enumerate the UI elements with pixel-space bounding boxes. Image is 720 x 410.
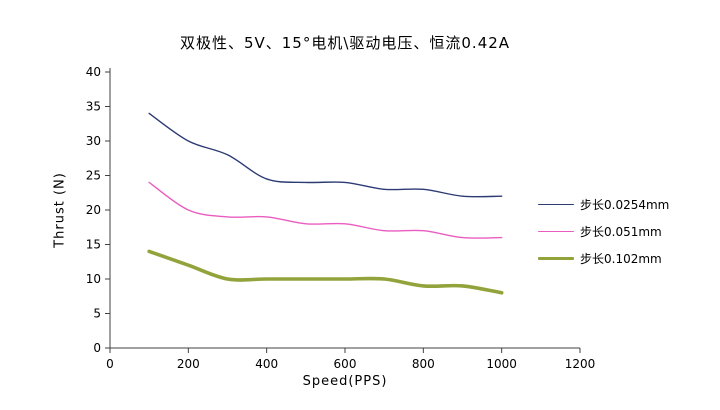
legend-label: 步长0.102mm bbox=[580, 252, 662, 266]
y-tick-label: 30 bbox=[86, 134, 101, 148]
x-tick-label: 800 bbox=[412, 357, 435, 371]
series-line-2 bbox=[147, 249, 504, 295]
x-axis-title: Speed(PPS) bbox=[302, 374, 388, 389]
legend-item-2: 步长0.102mm bbox=[538, 250, 669, 267]
y-tick-label: 0 bbox=[93, 341, 101, 355]
y-tick-label: 10 bbox=[86, 272, 101, 286]
legend-item-0: 步长0.0254mm bbox=[538, 196, 669, 213]
y-tick-label: 35 bbox=[86, 100, 101, 114]
legend-line-sample bbox=[538, 256, 574, 261]
legend-item-1: 步长0.051mm bbox=[538, 223, 669, 240]
series-line-1 bbox=[148, 181, 503, 239]
y-tick-label: 20 bbox=[86, 203, 101, 217]
x-tick-label: 600 bbox=[334, 357, 357, 371]
legend-line-sample bbox=[538, 203, 574, 206]
legend: 步长0.0254mm 步长0.051mm 步长0.102mm bbox=[538, 196, 669, 267]
y-tick-label: 40 bbox=[86, 65, 101, 79]
series-line-0 bbox=[148, 112, 503, 198]
y-tick-label: 5 bbox=[93, 307, 101, 321]
x-tick-label: 400 bbox=[255, 357, 278, 371]
y-tick-label: 25 bbox=[86, 169, 101, 183]
chart-title: 双极性、5V、15°电机\驱动电压、恒流0.42A bbox=[179, 34, 511, 52]
x-tick-label: 0 bbox=[106, 357, 114, 371]
x-tick-label: 1200 bbox=[565, 357, 596, 371]
legend-label: 步长0.051mm bbox=[580, 225, 662, 239]
x-tick-label: 1000 bbox=[486, 357, 517, 371]
x-tick-label: 200 bbox=[177, 357, 200, 371]
y-tick-label: 15 bbox=[86, 238, 101, 252]
legend-line-sample bbox=[538, 230, 574, 233]
legend-label: 步长0.0254mm bbox=[580, 198, 670, 212]
